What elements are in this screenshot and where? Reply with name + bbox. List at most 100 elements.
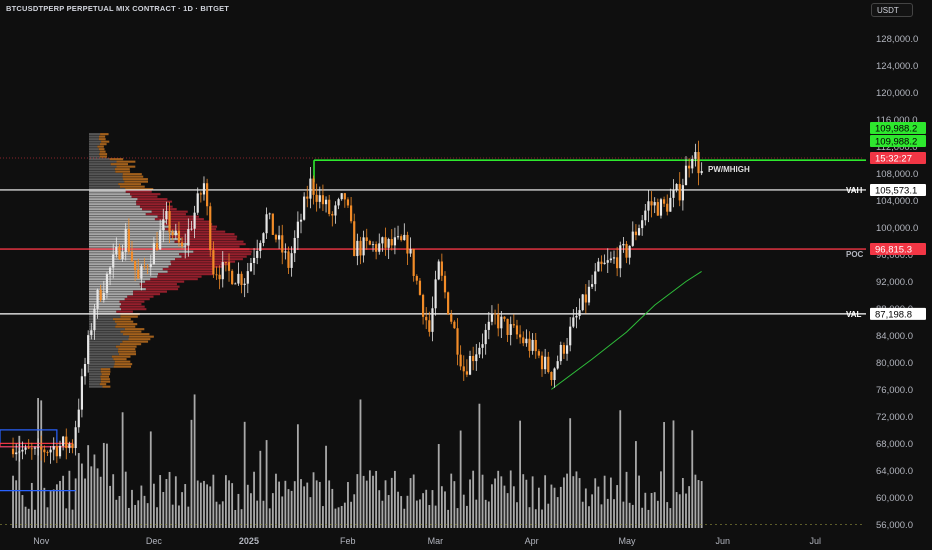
profile-bar-buy: [89, 278, 151, 281]
profile-bar-buy: [89, 220, 167, 223]
profile-bar-buy: [89, 250, 194, 253]
profile-bar-buy: [89, 188, 126, 191]
volume-bar: [140, 485, 143, 528]
price-tick-label: 120,000.0: [876, 88, 918, 99]
candle-body: [243, 283, 246, 286]
candle-body: [343, 193, 346, 200]
profile-bar-buy: [89, 228, 166, 231]
candle-body: [237, 273, 240, 284]
candle-body: [284, 251, 287, 253]
volume-bar: [203, 480, 205, 528]
candle-body: [149, 264, 152, 268]
time-tick-label: Mar: [428, 536, 444, 546]
profile-bar-sell: [100, 368, 111, 371]
volume-bar: [428, 505, 431, 528]
volume-bar: [124, 471, 127, 528]
volume-bar: [537, 487, 540, 528]
profile-bar-sell: [181, 238, 237, 241]
volume-bar: [675, 492, 678, 528]
volume-bar: [296, 424, 299, 528]
price-tick-label: 92,000.0: [876, 277, 913, 288]
candle-body: [622, 243, 625, 246]
candle-body: [371, 244, 375, 245]
candle-body: [497, 314, 500, 329]
volume-bar: [466, 505, 468, 528]
volume-bar: [509, 470, 512, 528]
profile-bar-buy: [89, 160, 117, 163]
volume-bar: [52, 489, 55, 528]
profile-bar-sell: [113, 358, 127, 361]
volume-bar: [221, 501, 224, 528]
volume-bar: [96, 468, 99, 528]
candle-body: [96, 289, 99, 309]
volume-bar: [168, 471, 171, 528]
profile-bar-buy: [89, 268, 163, 271]
candle-body: [475, 354, 478, 362]
volume-bar: [368, 470, 371, 528]
candle-body: [303, 196, 306, 220]
volume-bar: [93, 454, 96, 528]
volume-bar: [190, 419, 193, 528]
candle-body: [68, 443, 71, 449]
volume-bar: [681, 478, 684, 528]
profile-bar-sell: [174, 240, 244, 243]
candle-body: [196, 193, 199, 213]
profile-bar-buy: [89, 145, 98, 148]
candle-body: [271, 213, 274, 235]
volume-bar: [15, 480, 18, 528]
profile-bar-buy: [89, 383, 100, 386]
profile-bar-sell: [162, 268, 215, 271]
candle-body: [184, 245, 187, 247]
volume-bar: [650, 492, 653, 528]
volume-bar: [256, 500, 259, 528]
volume-bar: [34, 509, 36, 528]
candle-body: [299, 219, 303, 222]
profile-bar-sell: [139, 205, 173, 208]
profile-bar-buy: [89, 208, 143, 211]
pw-high-tag: 109,988.2: [875, 124, 917, 135]
candle-body: [691, 158, 694, 169]
volume-bar: [635, 441, 637, 528]
candle-body: [24, 447, 27, 450]
profile-bar-sell: [121, 303, 142, 306]
profile-bar-sell: [131, 195, 158, 198]
profile-bar-sell: [129, 335, 154, 338]
volume-bar: [450, 473, 453, 528]
candle-body: [581, 294, 584, 311]
volume-bar: [628, 502, 631, 528]
volume-bar: [431, 490, 434, 528]
volume-bar: [146, 503, 149, 528]
profile-bar-buy: [89, 190, 126, 193]
profile-bar-sell: [122, 175, 144, 178]
volume-bar: [347, 482, 349, 528]
time-tick-label: May: [619, 536, 637, 546]
currency-button[interactable]: USDT: [871, 3, 913, 17]
volume-bar: [387, 495, 390, 528]
profile-bar-buy: [89, 275, 158, 278]
price-tick-label: 56,000.0: [876, 520, 913, 531]
candle-body: [190, 228, 193, 230]
volume-bars: [12, 394, 703, 528]
profile-bar-buy: [89, 270, 168, 273]
candle-body: [421, 294, 425, 317]
countdown-tag-bg: [870, 152, 926, 164]
volume-bar: [143, 495, 146, 528]
profile-bar-sell: [168, 265, 225, 268]
profile-bar-sell: [175, 258, 243, 261]
profile-bar-sell: [139, 283, 177, 286]
profile-bar-sell: [133, 293, 161, 296]
candle-body: [553, 368, 556, 381]
volume-bar: [215, 501, 218, 528]
profile-bar-buy: [89, 350, 118, 353]
volume-bar: [90, 466, 93, 528]
volume-bar: [199, 482, 202, 528]
profile-bar-sell: [157, 273, 214, 276]
candle-body: [259, 242, 262, 251]
price-tick-label: 116,000.0: [876, 115, 918, 126]
profile-bar-sell: [154, 218, 204, 221]
profile-bar-sell: [117, 350, 136, 353]
candle-body: [625, 243, 628, 258]
volume-bar: [193, 394, 196, 528]
profile-bar-buy: [89, 218, 155, 221]
